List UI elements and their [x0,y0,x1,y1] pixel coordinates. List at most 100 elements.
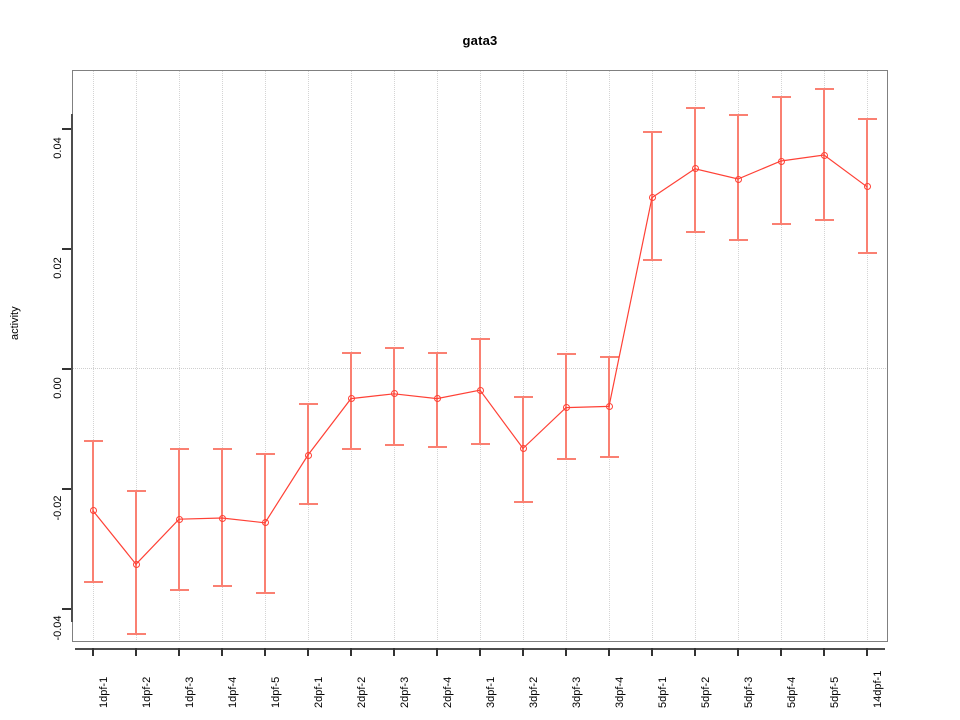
data-point-marker [175,515,183,523]
x-axis-tick-label: 1dpf-2 [141,676,153,708]
error-bar-cap-lower [428,445,447,448]
error-bar-cap-lower [514,501,533,504]
x-axis-tick-label: 1dpf-3 [184,676,196,708]
x-axis-tick [92,648,94,656]
data-point-marker [347,395,355,403]
data-point-marker [390,390,398,398]
x-axis-tick-label: 14dpf-1 [872,670,884,708]
data-point-marker [777,157,785,165]
x-axis-tick-label: 5dpf-2 [700,676,712,708]
x-axis-tick-label: 3dpf-3 [571,676,583,708]
data-point-marker [132,560,140,568]
y-axis-tick [62,368,71,370]
x-axis-tick [522,648,524,656]
x-axis-tick [780,648,782,656]
y-axis-tick [62,488,71,490]
data-point-marker [433,395,441,403]
x-axis-tick [651,648,653,656]
x-axis-tick-label: 2dpf-1 [313,676,325,708]
error-bar-cap-upper [729,113,748,116]
data-point-marker [648,194,656,202]
error-bar-cap-lower [84,580,103,583]
data-point-marker [261,519,269,527]
error-bar-cap-upper [514,395,533,398]
error-bar-cap-upper [686,106,705,109]
x-axis-tick-label: 2dpf-2 [356,676,368,708]
x-axis-tick [866,648,868,656]
error-bar-cap-lower [170,589,189,591]
x-axis-tick-label: 3dpf-2 [528,676,540,708]
error-bar-cap-upper [385,346,404,349]
y-axis-line [71,114,73,622]
y-axis-tick-label: 0.02 [52,257,64,279]
x-axis-tick-label: 2dpf-4 [442,676,454,708]
error-bar-cap-upper [858,118,877,120]
x-axis-tick [737,648,739,656]
error-bar-cap-upper [84,440,103,443]
y-axis-tick-label: 0.04 [52,137,64,159]
y-axis-tick-label: -0.04 [52,615,64,641]
data-point-marker [304,451,312,459]
x-axis-tick-label: 1dpf-5 [270,676,282,708]
data-point-marker [605,402,613,410]
x-axis-tick [221,648,223,656]
x-axis-tick [135,648,137,656]
error-bar-cap-upper [170,448,189,450]
data-point-marker [562,404,570,412]
error-bar-cap-lower [557,458,576,461]
data-point-marker [734,175,742,183]
x-axis-tick-label: 5dpf-1 [657,676,669,708]
x-axis-tick [178,648,180,656]
error-bar-cap-upper [557,353,576,356]
x-axis-tick [694,648,696,656]
error-bar-cap-upper [600,355,619,358]
x-axis-tick [823,648,825,656]
x-axis-tick-label: 1dpf-4 [227,676,239,708]
error-bar-cap-upper [342,352,361,354]
error-bar-cap-lower [772,223,791,225]
error-bar-cap-lower [385,444,404,447]
y-axis-tick [62,248,71,250]
y-axis-tick [62,608,71,610]
x-axis-tick [393,648,395,656]
y-axis-label: activity [9,306,21,340]
error-bar-cap-lower [342,448,361,450]
x-axis-tick [350,648,352,656]
data-point-marker [89,507,97,515]
x-axis-tick-label: 1dpf-1 [98,676,110,708]
error-bar-cap-upper [815,88,834,90]
error-bar-cap-upper [772,95,791,98]
y-axis-tick-label: 0.00 [52,377,64,399]
error-bar-cap-lower [729,239,748,242]
data-point-marker [476,386,484,394]
chart-title: gata3 [462,33,498,48]
data-point-marker [218,514,226,522]
error-bar-cap-lower [858,251,877,254]
x-axis-tick [479,648,481,656]
error-bar-cap-upper [256,452,275,455]
error-bar-cap-lower [127,632,146,635]
data-point-marker [820,151,828,159]
y-axis-tick [62,128,71,130]
x-axis-tick-label: 2dpf-3 [399,676,411,708]
data-point-marker [519,444,527,452]
error-bar-cap-lower [600,455,619,458]
x-axis-tick-label: 5dpf-4 [786,676,798,708]
error-bar-cap-upper [471,337,490,340]
error-bar-cap-upper [428,352,447,354]
x-axis-tick [565,648,567,656]
x-axis-tick-label: 3dpf-4 [614,676,626,708]
error-bar-cap-lower [213,585,232,588]
error-bar-cap-upper [299,403,318,405]
x-axis-tick [608,648,610,656]
error-bar-cap-lower [471,442,490,445]
x-axis-tick [436,648,438,656]
data-point-marker [863,183,871,191]
error-bar-cap-upper [213,448,232,450]
data-point-marker [691,165,699,173]
error-bar-cap-lower [643,259,662,261]
error-bar-cap-lower [299,503,318,506]
error-bar-cap-upper [643,131,662,134]
x-axis-tick [307,648,309,656]
